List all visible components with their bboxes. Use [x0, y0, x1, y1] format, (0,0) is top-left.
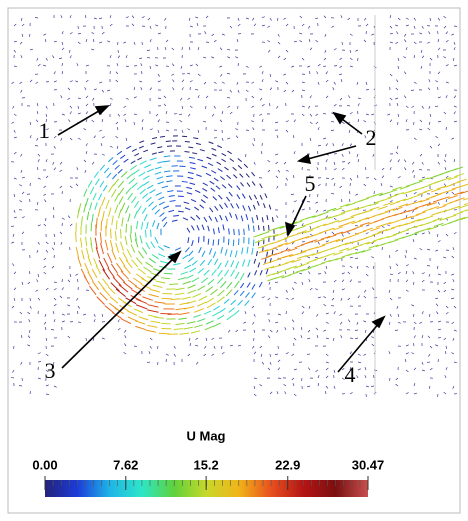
vector	[244, 229, 245, 235]
vector	[239, 229, 240, 235]
vector	[258, 225, 259, 230]
vector	[264, 226, 265, 231]
colorbar-title: U Mag	[187, 428, 226, 443]
tick-label: 15.2	[193, 457, 218, 472]
vector	[218, 239, 219, 245]
vector	[101, 221, 102, 232]
vector	[208, 239, 209, 245]
vector	[185, 152, 190, 153]
vector	[121, 229, 122, 238]
label: 4	[345, 362, 356, 387]
vector	[268, 225, 269, 230]
vector	[151, 230, 152, 237]
label: 5	[305, 171, 316, 196]
frame	[8, 8, 460, 513]
vector	[185, 142, 190, 143]
vector	[69, 50, 70, 53]
vector	[111, 228, 112, 238]
vector	[389, 378, 390, 381]
vector	[373, 375, 374, 378]
tick-label: 7.62	[113, 457, 138, 472]
vector	[395, 330, 398, 331]
vector	[162, 298, 172, 299]
vector	[233, 240, 234, 246]
vector	[164, 273, 172, 274]
tick-label: 0.00	[32, 457, 57, 472]
vector	[411, 90, 414, 91]
vector	[159, 333, 169, 334]
vector	[246, 130, 249, 131]
vector	[145, 230, 146, 238]
label: 2	[366, 125, 377, 150]
figure: 1 2 3 4 5 U Mag 0.00 7.62 15.2 22.9 30.47	[0, 0, 468, 521]
vector	[464, 202, 468, 205]
tick-label: 22.9	[275, 457, 300, 472]
label: 1	[39, 118, 50, 143]
tick-label: 30.47	[352, 457, 385, 472]
label: 3	[45, 358, 56, 383]
vector	[173, 216, 179, 217]
vector	[169, 284, 178, 285]
vector	[234, 229, 235, 235]
